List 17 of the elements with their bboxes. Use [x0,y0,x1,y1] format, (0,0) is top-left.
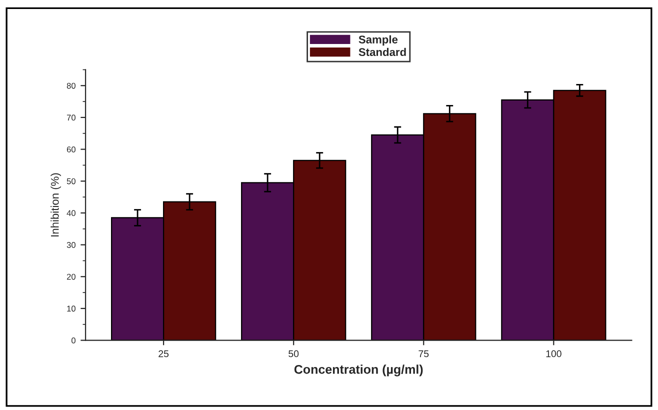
x-tick-label: 25 [158,350,169,358]
y-tick-label: 50 [66,178,76,184]
y-axis-title: Inhibition (%) [50,173,61,236]
y-tick-label: 70 [66,114,76,121]
y-tick-label: 20 [66,274,76,280]
legend-label: Sample [358,35,398,46]
y-tick-label: 40 [66,210,76,216]
y-tick-label: 0 [72,338,76,344]
x-tick-label: 100 [546,350,562,358]
y-tick-label: 60 [66,146,76,152]
legend-label: Standard [358,48,406,56]
y-tick-label: 30 [66,242,76,248]
x-axis-title: Concentration (µg/ml) [294,364,423,376]
x-tick-label: 50 [288,350,299,358]
y-tick-label: 10 [67,306,76,312]
y-tick-label: 80 [66,82,76,89]
x-tick-label: 75 [418,350,429,358]
